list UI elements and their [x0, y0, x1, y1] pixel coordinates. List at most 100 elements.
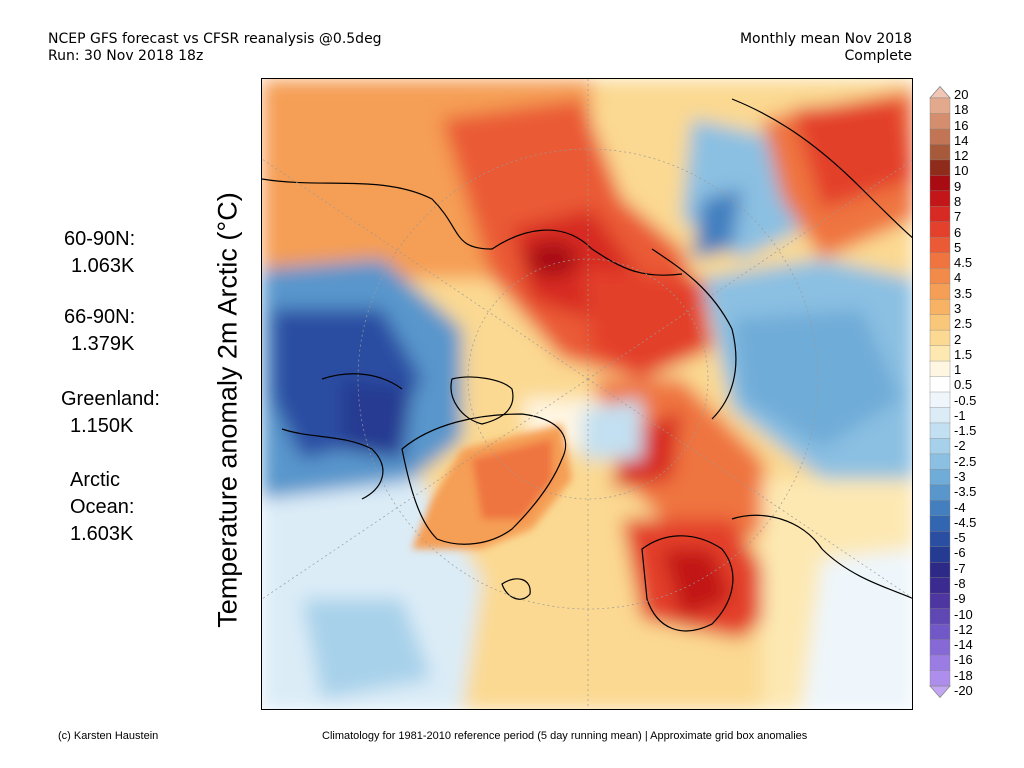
greenland-anomaly: [412, 424, 572, 549]
run-time: Run: 30 Nov 2018 18z: [48, 48, 204, 64]
colorbar-tick-label: 1: [954, 362, 962, 378]
colorbar-swatch: [929, 190, 951, 208]
colorbar-tick-label: 1.5: [954, 346, 973, 362]
colorbar-swatch: [929, 206, 951, 223]
coastlines: [262, 98, 912, 632]
colorbar-swatch: [929, 329, 951, 347]
colorbar-swatch: [929, 531, 951, 548]
anomaly-field: [262, 79, 912, 709]
colorbar-swatch: [929, 144, 951, 161]
completeness-status: Complete: [844, 48, 912, 64]
colorbar-tick-label: -20: [954, 683, 973, 698]
colorbar-tick-label: -14: [954, 637, 973, 653]
colorbar-tick-label: -4.5: [954, 514, 977, 530]
stat-label: 60-90N:: [64, 228, 136, 250]
colorbar-title: Temperature anomaly 2m Arctic (°C): [212, 192, 243, 628]
colorbar-tick-label: 12: [954, 148, 969, 164]
colorbar-swatch: [929, 469, 951, 486]
colorbar-tick-label: 8: [954, 193, 962, 209]
anomaly-map[interactable]: [261, 78, 913, 710]
colorbar-swatch: [929, 608, 951, 625]
stat-66-90n: 66-90N: 1.379K: [64, 304, 135, 358]
colorbar-tick-label: 4.5: [954, 255, 973, 271]
header-right: Monthly mean Nov 2018 Complete: [740, 31, 912, 65]
colorbar-swatch: [929, 484, 951, 502]
colorbar-tick-label: 5: [954, 239, 962, 255]
colorbar-swatch: [929, 670, 951, 687]
colorbar-swatch: [929, 314, 951, 331]
colorbar-tick-label: 7: [954, 209, 962, 225]
stat-label: Greenland:: [61, 388, 160, 410]
anomaly-map-svg: [262, 79, 912, 709]
colorbar-swatch: [929, 562, 951, 579]
header-left: NCEP GFS forecast vs CFSR reanalysis @0.…: [48, 31, 382, 65]
colorbar-swatch: [929, 623, 951, 641]
colorbar-tick-label: -1.5: [954, 423, 977, 439]
graticule: [262, 79, 912, 709]
stat-value: 1.379K: [71, 333, 135, 355]
colorbar-swatch: [929, 422, 951, 440]
colorbar-tick-label: -0.5: [954, 392, 977, 408]
colorbar-tick-label: 10: [954, 163, 969, 179]
colorbar-tick-label: -10: [954, 606, 973, 622]
colorbar-tick-label: 6: [954, 224, 962, 240]
colorbar-tick-label: -2: [954, 438, 966, 454]
colorbar-swatch: [929, 113, 951, 130]
colorbar-tick-label: 14: [954, 132, 969, 148]
colorbar-tick-label: -7: [954, 560, 966, 576]
colorbar-tick-label: -2.5: [954, 453, 977, 469]
colorbar-tick-label: 3.5: [954, 285, 973, 301]
climatology-note: Climatology for 1981-2010 reference peri…: [322, 730, 808, 742]
stat-label-2: Ocean:: [70, 496, 135, 518]
stat-greenland: Greenland: 1.150K: [61, 386, 160, 440]
credit: (c) Karsten Haustein: [58, 730, 159, 742]
colorbar-swatch: [929, 639, 951, 656]
colorbar-tick-label: -1: [954, 407, 966, 423]
stat-value: 1.063K: [71, 255, 135, 277]
colorbar-swatch: [929, 360, 951, 378]
colorbar-tick-label: 18: [954, 102, 969, 118]
colorbar-tick-label: 16: [954, 117, 969, 133]
colorbar-swatch: [929, 453, 951, 471]
colorbar-tick-label: -6: [954, 545, 966, 561]
colorbar-swatch: [929, 298, 951, 316]
stat-arctic-ocean: Arctic Ocean: 1.603K: [70, 467, 134, 548]
colorbar-swatch: [929, 438, 951, 455]
colorbar-swatch: [929, 345, 951, 362]
colorbar-tick-label: 3: [954, 300, 962, 316]
colorbar: [929, 86, 951, 698]
colorbar-swatch: [929, 654, 951, 672]
colorbar-top-arrow: [929, 86, 951, 99]
colorbar-swatch: [929, 391, 951, 409]
colorbar-tick-label: -12: [954, 621, 973, 637]
colorbar-swatch: [929, 175, 951, 192]
colorbar-swatch: [929, 221, 951, 238]
colorbar-swatch: [929, 283, 951, 300]
colorbar-swatch: [929, 515, 951, 532]
colorbar-swatch: [929, 237, 951, 254]
colorbar-swatch: [929, 592, 951, 610]
colorbar-tick-label: 4: [954, 270, 962, 286]
colorbar-swatch: [929, 577, 951, 594]
colorbar-tick-label: -8: [954, 576, 966, 592]
colorbar-labels: 20 18 16 14 12 10 9 8 7 6 5 4.5 4 3.5 3 2.5 2 1.5 1 0.5 -0.5…: [954, 86, 1014, 698]
stat-value: 1.150K: [70, 415, 134, 437]
colorbar-bottom-arrow: [929, 685, 951, 698]
colorbar-tick-label: -4: [954, 499, 966, 515]
colorbar-tick-label: 2.5: [954, 316, 973, 332]
period-title: Monthly mean Nov 2018: [739, 31, 912, 47]
colorbar-tick-label: 9: [954, 178, 962, 194]
colorbar-tick-label: -3: [954, 469, 966, 485]
colorbar-swatch: [929, 128, 951, 146]
colorbar-tick-label: -9: [954, 591, 966, 607]
colorbar-tick-label: 2: [954, 331, 962, 347]
stat-value: 1.603K: [70, 523, 134, 545]
colorbar-tick-label: 20: [954, 87, 969, 102]
colorbar-swatch: [929, 159, 951, 177]
colorbar-swatch: [929, 97, 951, 115]
colorbar-tick-label: -3.5: [954, 484, 977, 500]
colorbar-swatch: [929, 252, 951, 269]
colorbar-tick-label: -18: [954, 667, 973, 683]
colorbar-tick-label: -16: [954, 652, 973, 668]
stat-label: 66-90N:: [64, 306, 136, 328]
